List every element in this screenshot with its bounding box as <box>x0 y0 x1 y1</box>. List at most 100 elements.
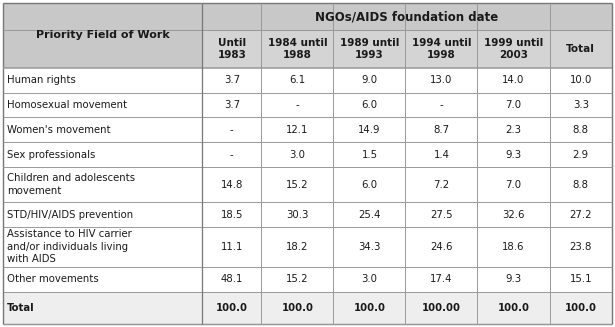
Text: 11.1: 11.1 <box>221 242 243 252</box>
Text: 9.0: 9.0 <box>362 75 378 85</box>
Bar <box>202 93 261 117</box>
Text: 3.0: 3.0 <box>362 274 378 284</box>
Text: 100.0: 100.0 <box>498 303 530 313</box>
Bar <box>333 227 405 267</box>
Text: 10.0: 10.0 <box>569 75 592 85</box>
Text: 32.6: 32.6 <box>502 210 525 219</box>
Text: 17.4: 17.4 <box>430 274 453 284</box>
Text: 15.1: 15.1 <box>569 274 592 284</box>
Text: 100.00: 100.00 <box>422 303 461 313</box>
Bar <box>202 3 612 30</box>
Bar <box>3 167 202 202</box>
Bar <box>202 142 261 167</box>
Text: 14.8: 14.8 <box>221 180 243 190</box>
Bar <box>405 30 477 68</box>
Bar <box>333 142 405 167</box>
Bar <box>333 93 405 117</box>
Bar <box>477 202 550 227</box>
Bar <box>3 267 202 292</box>
Text: 27.2: 27.2 <box>569 210 592 219</box>
Bar <box>3 142 202 167</box>
Text: 25.4: 25.4 <box>358 210 381 219</box>
Text: 30.3: 30.3 <box>286 210 309 219</box>
Bar <box>261 142 333 167</box>
Text: 2.3: 2.3 <box>506 125 522 135</box>
Text: 15.2: 15.2 <box>286 274 309 284</box>
Bar <box>261 292 333 324</box>
Text: 100.0: 100.0 <box>354 303 386 313</box>
Text: Sex professionals: Sex professionals <box>7 150 95 160</box>
Text: 34.3: 34.3 <box>359 242 381 252</box>
Text: 6.0: 6.0 <box>362 100 378 110</box>
Text: 18.2: 18.2 <box>286 242 309 252</box>
Text: 7.0: 7.0 <box>506 100 522 110</box>
Bar <box>333 292 405 324</box>
Text: 9.3: 9.3 <box>506 274 522 284</box>
Text: 8.8: 8.8 <box>573 125 589 135</box>
Bar <box>405 202 477 227</box>
Bar <box>3 292 202 324</box>
Text: Priority Field of Work: Priority Field of Work <box>36 30 170 40</box>
Bar <box>550 227 612 267</box>
Bar <box>202 292 261 324</box>
Text: -: - <box>230 150 234 160</box>
Bar <box>3 93 202 117</box>
Text: Total: Total <box>566 44 595 54</box>
Text: 1994 until
1998: 1994 until 1998 <box>411 38 471 60</box>
Text: 18.6: 18.6 <box>502 242 525 252</box>
Bar <box>477 142 550 167</box>
Bar <box>333 167 405 202</box>
Bar <box>477 68 550 93</box>
Bar <box>550 30 612 68</box>
Text: 7.0: 7.0 <box>506 180 522 190</box>
Text: 14.0: 14.0 <box>502 75 525 85</box>
Bar <box>202 167 261 202</box>
Bar <box>477 30 550 68</box>
Bar <box>3 202 202 227</box>
Bar <box>550 142 612 167</box>
Text: 27.5: 27.5 <box>430 210 453 219</box>
Text: Children and adolescents
movement: Children and adolescents movement <box>7 173 135 196</box>
Text: NGOs/AIDS foundation date: NGOs/AIDS foundation date <box>315 10 499 23</box>
Text: 6.1: 6.1 <box>290 75 306 85</box>
Bar <box>3 117 202 142</box>
Bar <box>333 267 405 292</box>
Bar <box>333 68 405 93</box>
Text: 8.7: 8.7 <box>434 125 450 135</box>
Bar <box>477 167 550 202</box>
Text: 1999 until
2003: 1999 until 2003 <box>484 38 543 60</box>
Text: 3.7: 3.7 <box>224 100 240 110</box>
Bar <box>202 30 261 68</box>
Bar <box>333 202 405 227</box>
Bar <box>202 227 261 267</box>
Bar <box>202 202 261 227</box>
Bar <box>261 167 333 202</box>
Text: 3.3: 3.3 <box>573 100 589 110</box>
Text: Human rights: Human rights <box>7 75 76 85</box>
Bar <box>202 267 261 292</box>
Text: 8.8: 8.8 <box>573 180 589 190</box>
Text: 100.0: 100.0 <box>216 303 248 313</box>
Bar <box>261 30 333 68</box>
Bar <box>477 93 550 117</box>
Text: 1.5: 1.5 <box>362 150 378 160</box>
Text: 18.5: 18.5 <box>221 210 243 219</box>
Text: 6.0: 6.0 <box>362 180 378 190</box>
Bar <box>405 68 477 93</box>
Text: 100.0: 100.0 <box>565 303 597 313</box>
Text: STD/HIV/AIDS prevention: STD/HIV/AIDS prevention <box>7 210 133 219</box>
Bar <box>550 93 612 117</box>
Text: -: - <box>440 100 443 110</box>
Text: Total: Total <box>7 303 35 313</box>
Text: 23.8: 23.8 <box>569 242 592 252</box>
Text: 7.2: 7.2 <box>434 180 450 190</box>
Text: -: - <box>230 125 234 135</box>
Bar <box>405 227 477 267</box>
Bar <box>261 202 333 227</box>
Bar <box>261 117 333 142</box>
Text: 15.2: 15.2 <box>286 180 309 190</box>
Text: Assistance to HIV carrier
and/or individuals living
with AIDS: Assistance to HIV carrier and/or individ… <box>7 230 132 264</box>
Bar <box>550 202 612 227</box>
Text: 48.1: 48.1 <box>221 274 243 284</box>
Bar <box>405 292 477 324</box>
